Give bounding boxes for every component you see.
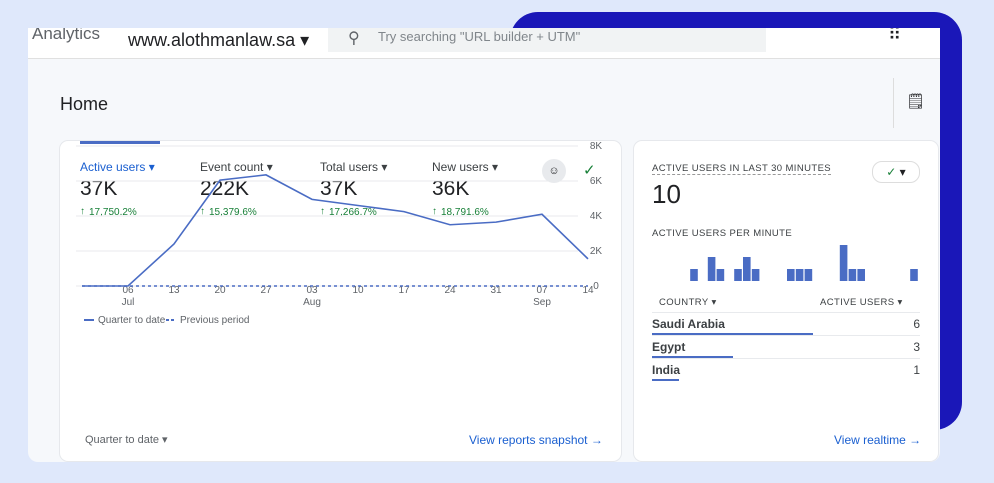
metric-arrow: ↑: [432, 206, 437, 217]
legend-label: Previous period: [180, 315, 249, 326]
y-tick-label: 4K: [590, 211, 603, 222]
metric-value: 36K: [432, 177, 470, 200]
metric-value: 37K: [80, 177, 118, 200]
apps-icon[interactable]: ⠿: [888, 28, 902, 44]
search-placeholder: Try searching "URL builder + UTM": [378, 29, 581, 44]
metric-arrow: ↑: [80, 206, 85, 217]
status-chip[interactable]: ✓ ▾: [872, 161, 920, 183]
row-divider: [652, 335, 920, 336]
reports-link-label: View reports snapshot: [469, 433, 588, 447]
x-tick-label: 24: [444, 285, 456, 296]
metric-label[interactable]: Event count ▾: [200, 160, 273, 174]
insights-icon[interactable]: ☺: [542, 159, 566, 183]
country-bar: [652, 356, 733, 358]
bar: [716, 269, 725, 281]
x-tick-month: Sep: [533, 297, 551, 308]
property-picker[interactable]: www.alothmanlaw.sa ▾: [128, 30, 310, 50]
row-divider: [652, 358, 920, 359]
realtime-card: ACTIVE USERS IN LAST 30 MINUTES 10 ✓ ▾ A…: [634, 141, 938, 461]
metric-arrow: ↑: [320, 206, 325, 217]
bar: [795, 269, 804, 281]
users-header-label: ACTIVE USERS: [820, 297, 895, 308]
realtime-link[interactable]: View realtime →: [834, 433, 922, 447]
bar: [734, 269, 742, 281]
y-tick-label: 0: [593, 281, 599, 292]
country-name: Egypt: [652, 340, 686, 354]
metric-label[interactable]: Active users ▾: [80, 160, 155, 174]
bar: [804, 269, 813, 281]
search-box[interactable]: ⚲ Try searching "URL builder + UTM": [328, 28, 766, 52]
x-tick-label: 31: [490, 285, 502, 296]
x-tick-label: 27: [260, 285, 272, 296]
overview-card: Active users ▾ 37K ↑ 17,750.2% Event count ▾…: [60, 141, 621, 461]
country-name: India: [652, 363, 681, 377]
legend-label: Quarter to date: [98, 315, 166, 326]
bar: [910, 269, 918, 281]
bar: [743, 257, 751, 281]
per-minute-title: ACTIVE USERS PER MINUTE: [652, 228, 793, 239]
app: Analytics www.alothmanlaw.sa ▾ ⚲ Try sea…: [28, 28, 940, 462]
x-tick-label: 10: [352, 285, 364, 296]
date-range-label: Quarter to date: [85, 434, 159, 446]
reports-link[interactable]: View reports snapshot →: [469, 433, 603, 447]
metric-arrow: ↑: [200, 206, 205, 217]
date-range[interactable]: Quarter to date ▾: [85, 434, 168, 446]
country-name: Saudi Arabia: [652, 317, 725, 331]
x-tick-label: 13: [168, 285, 180, 296]
y-tick-label: 2K: [590, 246, 603, 257]
metric-value: 222K: [200, 177, 250, 200]
y-tick-label: 8K: [590, 141, 603, 152]
metric-change: 15,379.6%: [209, 207, 257, 218]
bar: [751, 269, 760, 281]
x-tick-label: 03: [306, 285, 318, 296]
metric-label[interactable]: New users ▾: [432, 160, 499, 174]
status-icon: ✓: [583, 162, 596, 179]
product: Analytics: [32, 28, 101, 43]
metric-change: 17,266.7%: [329, 207, 377, 218]
realtime-title: ACTIVE USERS IN LAST 30 MINUTES: [652, 163, 832, 175]
x-tick-month: Jul: [122, 297, 135, 308]
y-tick-label: 6K: [590, 176, 603, 187]
bar: [787, 269, 795, 281]
country-bar: [652, 379, 679, 381]
metric-value: 37K: [320, 177, 358, 200]
search-icon: ⚲: [348, 30, 360, 47]
country-header-label: COUNTRY: [659, 297, 709, 308]
x-tick-label: 17: [398, 285, 410, 296]
realtime-value: 10: [652, 179, 681, 209]
bar: [857, 269, 865, 281]
users-header[interactable]: ACTIVE USERS ▾: [820, 297, 903, 308]
country-bar: [652, 333, 813, 335]
property: www.alothmanlaw.sa: [128, 30, 296, 50]
x-tick-label: 14: [582, 285, 594, 296]
country-header[interactable]: COUNTRY ▾: [659, 297, 717, 308]
series-line: [82, 174, 589, 287]
country-users: 1: [913, 363, 920, 377]
notes-icon[interactable]: 🗒: [906, 93, 926, 110]
x-tick-label: 06: [122, 285, 134, 296]
x-tick-label: 20: [214, 285, 226, 296]
tab-indicator: [80, 141, 160, 144]
country-users: 3: [913, 340, 920, 354]
x-tick-label: 07: [536, 285, 548, 296]
x-tick-month: Aug: [303, 297, 321, 308]
realtime-link-label: View realtime: [834, 433, 906, 447]
bar: [707, 257, 716, 281]
metric-change: 17,750.2%: [89, 207, 137, 218]
country-users: 6: [913, 317, 920, 331]
bar: [839, 245, 848, 281]
divider: [893, 78, 894, 128]
metric-label[interactable]: Total users ▾: [320, 160, 388, 174]
page-title: Home: [60, 94, 109, 114]
bar: [848, 269, 857, 281]
row-divider: [652, 312, 920, 313]
metric-change: 18,791.6%: [441, 207, 489, 218]
bar: [690, 269, 698, 281]
